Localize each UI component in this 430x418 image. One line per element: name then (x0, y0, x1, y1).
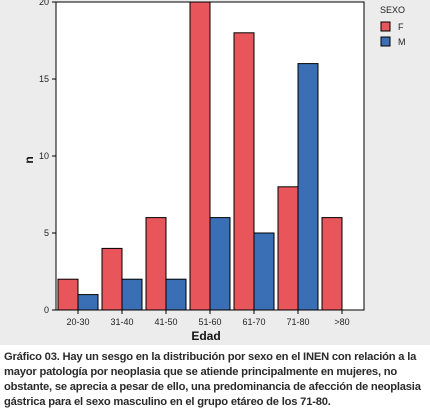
x-axis-title: Edad (191, 329, 220, 343)
x-tick-label: 61-70 (242, 317, 265, 327)
figure-caption: Gráfico 03. Hay un sesgo en la distribuc… (4, 351, 421, 408)
legend-label-m: M (398, 37, 406, 47)
x-tick-label: >80 (334, 317, 349, 327)
legend-swatch-m (380, 36, 391, 47)
x-tick-label: 71-80 (286, 317, 309, 327)
bar-f (145, 217, 167, 311)
x-tick-label: 41-50 (154, 317, 177, 327)
bar-f (189, 1, 211, 311)
legend-title: SEXO (380, 5, 405, 15)
bar-m (77, 294, 99, 311)
chart-area: 0 5 10 15 20 20-30 31-40 41-50 51-60 61-70 71-80 >… (0, 0, 430, 345)
y-axis: 0 5 10 15 20 (39, 0, 56, 315)
y-tick-label: 10 (39, 151, 49, 161)
bar-m (165, 278, 187, 311)
bar-f (277, 186, 299, 311)
bar-m (297, 63, 319, 311)
y-tick-label: 15 (39, 74, 49, 84)
bar-m (209, 217, 231, 311)
bar-chart: 0 5 10 15 20 20-30 31-40 41-50 51-60 61-70 71-80 >… (22, 0, 406, 343)
bar-f (57, 278, 79, 311)
bar-m (253, 232, 275, 311)
bar-f (233, 32, 255, 311)
y-tick-label: 5 (44, 228, 49, 238)
x-tick-label: 20-30 (66, 317, 89, 327)
legend-swatch-f (380, 21, 391, 32)
y-tick-label: 0 (44, 305, 49, 315)
legend-label-f: F (398, 22, 404, 32)
bar-f (101, 247, 123, 311)
x-axis: 20-30 31-40 41-50 51-60 61-70 71-80 >80 (66, 310, 350, 327)
x-tick-label: 31-40 (110, 317, 133, 327)
bar-m (121, 278, 143, 311)
bars (57, 1, 343, 311)
x-tick-label: 51-60 (198, 317, 221, 327)
bar-f (321, 217, 343, 311)
legend: SEXO FM (380, 5, 406, 47)
y-tick-label: 20 (39, 0, 49, 7)
y-axis-title: n (22, 156, 36, 163)
